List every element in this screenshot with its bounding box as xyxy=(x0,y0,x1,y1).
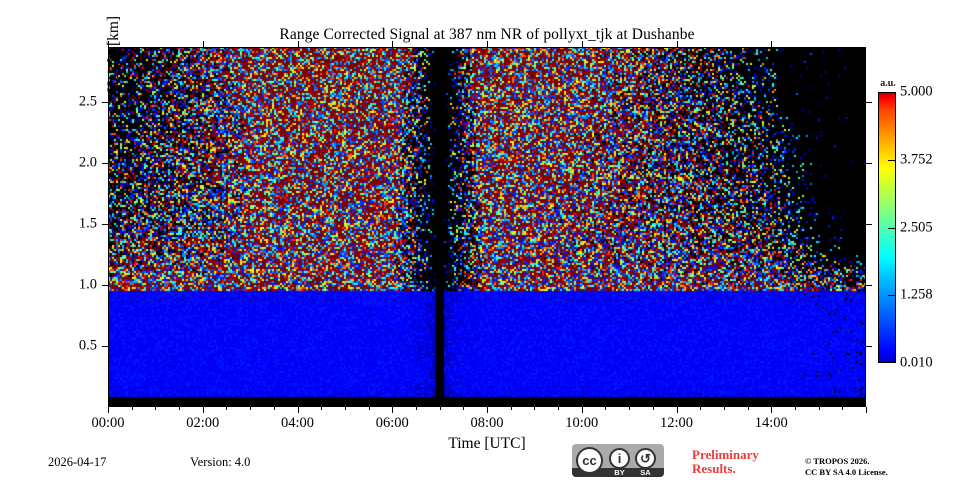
x-tick-top xyxy=(392,41,394,47)
x-tick xyxy=(392,407,394,413)
x-tick-label: 10:00 xyxy=(565,415,599,431)
x-tick-minor xyxy=(534,407,536,410)
x-tick-minor xyxy=(273,407,275,410)
x-tick-minor xyxy=(842,407,844,410)
y-tick-label: 1.5 xyxy=(78,215,97,232)
preliminary-results-note: Preliminary Results. xyxy=(692,448,759,476)
heatmap-plot-area[interactable] xyxy=(108,47,866,407)
footer-date: 2026-04-17 xyxy=(48,455,107,469)
x-tick-minor xyxy=(723,407,725,410)
x-tick-label: 08:00 xyxy=(470,415,504,431)
x-tick-minor xyxy=(652,407,654,410)
y-tick-label: 0.5 xyxy=(78,337,97,354)
x-tick-minor xyxy=(629,407,631,410)
colorbar-unit-label: a.u. xyxy=(880,78,896,89)
cc-by-label: BY xyxy=(614,468,625,477)
x-tick-top xyxy=(108,41,109,47)
colorbar-tick-label: 3.752 xyxy=(900,151,933,168)
y-axis-label: Height [km] xyxy=(105,15,122,93)
x-tick-minor xyxy=(344,407,346,410)
y-tick-right xyxy=(866,101,872,103)
x-tick-label: 04:00 xyxy=(280,415,315,431)
x-tick xyxy=(202,407,204,413)
x-tick-label: 00:00 xyxy=(91,415,125,431)
y-tick-right xyxy=(866,162,872,164)
heatmap-canvas xyxy=(108,47,866,407)
x-tick-top xyxy=(771,41,773,47)
preliminary-line-2: Results. xyxy=(692,461,736,476)
colorbar-tick-label: 2.505 xyxy=(900,219,933,235)
x-tick-minor xyxy=(179,407,181,410)
x-tick-minor xyxy=(131,407,133,410)
colorbar-tick xyxy=(888,159,895,161)
colorbar-tick xyxy=(888,295,895,297)
x-tick-minor xyxy=(439,407,441,410)
x-tick-minor xyxy=(605,407,607,410)
x-tick-label: 14:00 xyxy=(754,415,788,431)
x-tick-top xyxy=(297,41,299,47)
x-tick xyxy=(297,407,299,413)
colorbar-tick xyxy=(888,227,895,229)
x-axis-label: Time [UTC] xyxy=(448,435,526,452)
x-tick-minor xyxy=(415,407,417,410)
attribution-person-icon: i xyxy=(609,448,630,469)
x-tick-minor xyxy=(368,407,370,410)
x-tick xyxy=(487,407,488,413)
x-tick-minor xyxy=(463,407,465,410)
x-tick-top xyxy=(581,41,583,47)
y-tick xyxy=(102,162,108,164)
x-tick-minor xyxy=(747,407,749,410)
x-tick xyxy=(108,407,109,413)
y-tick-right xyxy=(866,223,872,225)
cc-license-badge[interactable]: cc i ↺ BY SA xyxy=(572,444,664,477)
x-tick-minor xyxy=(250,407,252,410)
x-tick-minor xyxy=(794,407,796,410)
y-tick xyxy=(102,223,108,225)
y-tick xyxy=(102,345,108,347)
y-tick-label: 2.5 xyxy=(78,93,97,110)
preliminary-line-1: Preliminary xyxy=(692,447,759,462)
x-tick-minor xyxy=(321,407,323,410)
x-tick-minor xyxy=(155,407,157,410)
cc-sa-label: SA xyxy=(640,468,651,477)
x-tick-label: 06:00 xyxy=(375,415,409,431)
copyright-line-1: © TROPOS 2026. xyxy=(805,456,870,466)
x-tick-minor xyxy=(818,407,820,410)
y-tick xyxy=(102,284,108,286)
footer-version: Version: 4.0 xyxy=(190,455,251,469)
y-tick xyxy=(102,101,108,103)
x-tick xyxy=(771,407,773,413)
x-tick-label: 12:00 xyxy=(659,415,694,431)
y-tick-right xyxy=(866,345,872,347)
x-tick-minor xyxy=(558,407,560,410)
x-tick xyxy=(581,407,583,413)
creative-commons-icon: cc xyxy=(576,447,603,474)
x-tick-minor xyxy=(226,407,228,410)
x-tick xyxy=(866,407,867,413)
x-tick xyxy=(676,407,678,413)
y-tick-label: 2.0 xyxy=(78,154,97,171)
colorbar-tick-label: 5.000 xyxy=(900,83,933,100)
y-tick-label: 1.0 xyxy=(78,276,97,293)
x-tick-top xyxy=(487,41,488,47)
copyright-note: © TROPOS 2026. CC BY SA 4.0 License. xyxy=(805,456,888,478)
x-tick-top xyxy=(202,41,204,47)
page-title: Range Corrected Signal at 387 nm NR of p… xyxy=(279,26,695,43)
copyright-line-2: CC BY SA 4.0 License. xyxy=(805,467,888,477)
colorbar-tick-label: 1.258 xyxy=(900,286,933,303)
share-alike-icon: ↺ xyxy=(635,448,656,469)
cc-badge-strip xyxy=(572,468,664,477)
y-tick-right xyxy=(866,284,872,286)
x-tick-minor xyxy=(700,407,702,410)
colorbar-tick-label: 0.010 xyxy=(900,354,933,371)
x-tick-label: 02:00 xyxy=(186,415,220,431)
x-tick-minor xyxy=(510,407,512,410)
x-tick-top xyxy=(676,41,678,47)
